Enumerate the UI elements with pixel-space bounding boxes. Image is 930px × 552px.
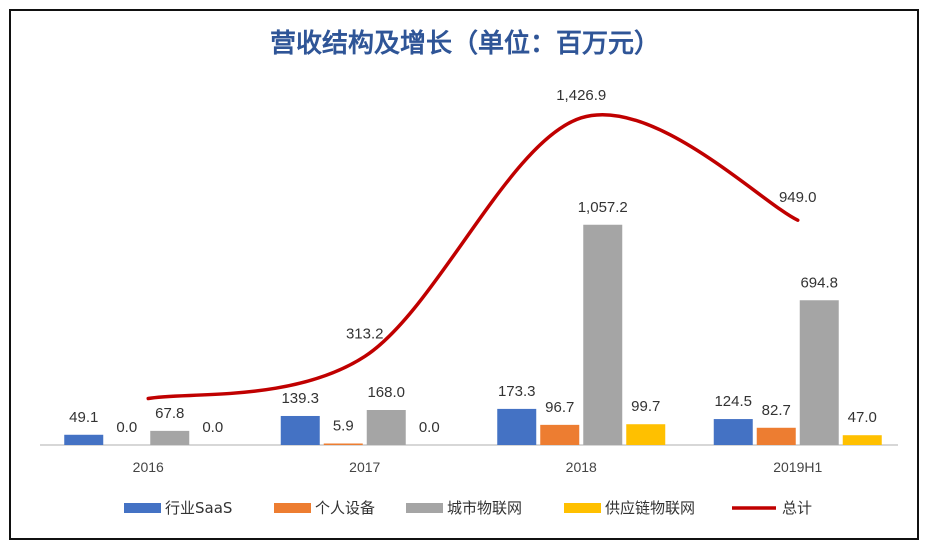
bar-data-label: 0.0	[419, 419, 440, 436]
bar-data-label: 173.3	[498, 383, 536, 400]
legend-label: 行业SaaS	[165, 499, 232, 517]
bar	[540, 424, 580, 445]
legend-label: 城市物联网	[447, 499, 522, 517]
legend-label: 供应链物联网	[605, 499, 695, 517]
bar	[64, 434, 104, 445]
x-tick-label: 2017	[349, 459, 380, 475]
bar	[280, 415, 320, 445]
bar-data-label: 96.7	[545, 399, 574, 416]
bar-data-label: 1,057.2	[578, 199, 628, 216]
legend-swatch	[124, 503, 161, 513]
legend-label: 个人设备	[315, 499, 375, 517]
bar	[713, 419, 753, 445]
bar-data-label: 139.3	[281, 390, 319, 407]
bar	[799, 300, 839, 445]
bar-data-label: 124.5	[714, 393, 752, 410]
bar-data-label: 5.9	[333, 418, 354, 435]
legend-swatch	[564, 503, 601, 513]
total-line-group: 313.2 1,426.9 949.0	[146, 87, 817, 401]
x-tick-label: 2016	[133, 459, 164, 475]
total-line	[146, 113, 800, 401]
bar	[583, 224, 623, 445]
bar	[626, 424, 666, 445]
total-data-label: 313.2	[346, 325, 384, 342]
bar-data-label: 0.0	[116, 419, 137, 436]
total-data-label: 1,426.9	[556, 87, 606, 104]
bar-data-label: 694.8	[800, 274, 838, 291]
bar-data-label: 49.1	[69, 409, 98, 426]
x-tick-label: 2018	[566, 459, 597, 475]
legend: 行业SaaS 个人设备 城市物联网 供应链物联网 总计	[124, 499, 812, 517]
x-tick-group: 2016 2017 2018 2019H1	[133, 459, 823, 475]
total-data-label: 949.0	[779, 189, 817, 206]
chart-title: 营收结构及增长（单位：百万元）	[270, 28, 660, 59]
bar-label-group: 49.1 0.0 67.8 0.0 139.3 5.9 168.0 0.0 173.3 96.7 1…	[69, 199, 877, 436]
bar	[842, 435, 882, 445]
bar-data-label: 0.0	[202, 419, 223, 436]
bar-group	[64, 224, 882, 445]
bar	[323, 443, 363, 445]
chart-frame	[9, 9, 919, 540]
bar	[366, 410, 406, 445]
legend-label: 总计	[782, 499, 812, 517]
bar	[756, 427, 796, 445]
bar-data-label: 99.7	[631, 398, 660, 415]
bar-data-label: 47.0	[848, 409, 877, 426]
bar	[497, 408, 537, 445]
bar-data-label: 67.8	[155, 405, 184, 422]
legend-swatch	[406, 503, 443, 513]
legend-swatch	[274, 503, 311, 513]
x-tick-label: 2019H1	[773, 459, 822, 475]
bar-data-label: 168.0	[367, 384, 405, 401]
bar	[150, 430, 190, 445]
bar-data-label: 82.7	[762, 402, 791, 419]
